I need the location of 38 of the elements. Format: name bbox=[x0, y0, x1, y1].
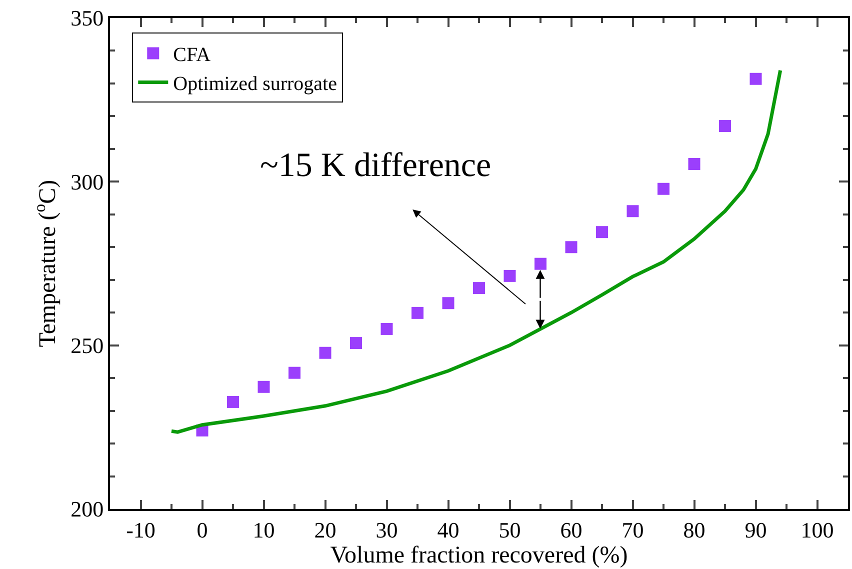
point bbox=[504, 270, 516, 282]
x-tick-label: 30 bbox=[376, 517, 398, 542]
x-tick-label: 70 bbox=[622, 517, 644, 542]
legend-label: Optimized surrogate bbox=[173, 73, 338, 96]
point bbox=[227, 396, 239, 408]
x-tick-label: 100 bbox=[800, 517, 834, 542]
point bbox=[350, 337, 362, 350]
point bbox=[596, 226, 608, 238]
x-tick-label: 0 bbox=[196, 517, 208, 542]
y-tick-label: 350 bbox=[70, 6, 104, 31]
point bbox=[473, 282, 485, 294]
point bbox=[719, 120, 731, 132]
point bbox=[750, 72, 762, 85]
point bbox=[565, 241, 578, 254]
x-axis-title: Volume fraction recovered (%) bbox=[330, 542, 628, 568]
point bbox=[658, 182, 670, 195]
point bbox=[626, 205, 639, 218]
x-tick-label: 80 bbox=[683, 517, 706, 542]
point bbox=[688, 158, 700, 170]
x-tick-label: -10 bbox=[126, 517, 156, 542]
point bbox=[534, 258, 546, 270]
x-tick-label: 90 bbox=[744, 517, 767, 542]
x-tick-label: 10 bbox=[252, 517, 275, 542]
point bbox=[258, 380, 270, 393]
x-tick-label: 40 bbox=[437, 517, 460, 542]
point bbox=[319, 346, 332, 359]
point bbox=[442, 297, 454, 310]
y-tick-label: 250 bbox=[70, 333, 104, 358]
x-tick-label: 20 bbox=[314, 517, 336, 542]
point bbox=[380, 322, 393, 335]
legend-label: CFA bbox=[173, 44, 212, 66]
y-tick-label: 200 bbox=[70, 496, 104, 522]
point bbox=[288, 366, 300, 379]
x-tick-label: 60 bbox=[560, 517, 582, 542]
y-tick-label: 300 bbox=[70, 169, 104, 194]
point bbox=[412, 306, 424, 319]
annotation: ~15 K difference bbox=[260, 147, 492, 184]
x-tick-label: 50 bbox=[498, 517, 521, 542]
